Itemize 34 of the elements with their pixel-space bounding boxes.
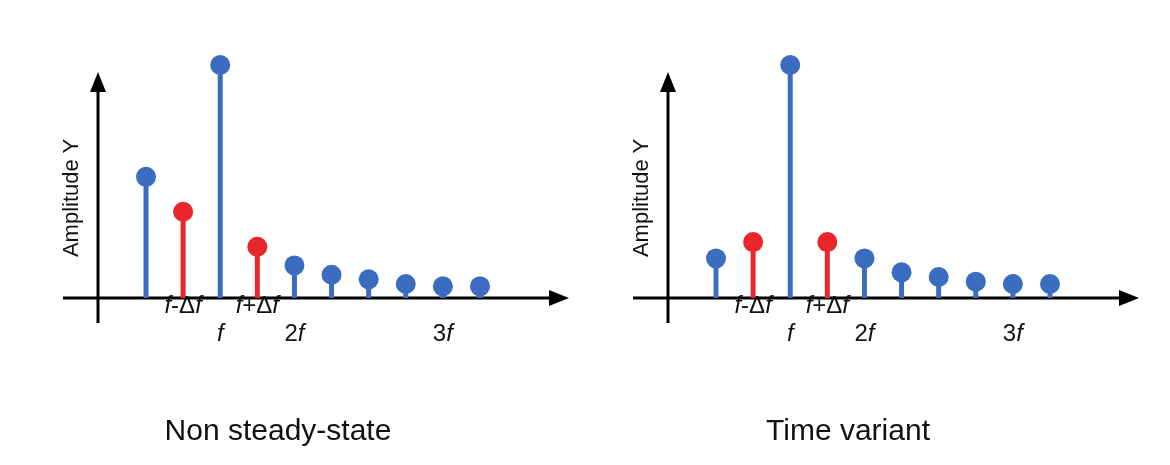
x-tick-label: f+Δf bbox=[805, 291, 852, 318]
point bbox=[470, 276, 490, 297]
x-tick-label: 3f bbox=[1002, 319, 1026, 346]
point bbox=[743, 232, 764, 253]
x-tick-label: f-Δf bbox=[734, 291, 775, 318]
point bbox=[284, 255, 305, 276]
point bbox=[210, 55, 231, 75]
point bbox=[358, 269, 379, 290]
x-tick-label: f+Δf bbox=[235, 291, 282, 318]
x-tick-label: 2f bbox=[284, 319, 307, 346]
text: Non steady-state bbox=[164, 413, 392, 446]
x-tick-label: f-Δf bbox=[164, 291, 205, 318]
point bbox=[706, 248, 726, 269]
text: Time variant bbox=[766, 413, 931, 446]
point bbox=[965, 271, 986, 292]
point bbox=[780, 55, 801, 75]
x-tick-label: 2f bbox=[854, 319, 877, 346]
x-tick-label: f bbox=[786, 319, 796, 346]
point bbox=[928, 267, 949, 288]
x-tick-label: 3f bbox=[432, 319, 456, 346]
point bbox=[136, 166, 156, 187]
y-axis-title: Amplitude Y bbox=[58, 138, 83, 258]
point bbox=[173, 201, 194, 222]
point bbox=[854, 248, 875, 269]
point bbox=[1040, 274, 1060, 295]
point bbox=[891, 262, 912, 283]
point bbox=[817, 232, 838, 253]
point bbox=[247, 236, 268, 257]
point bbox=[432, 276, 453, 297]
point bbox=[321, 264, 342, 285]
point bbox=[395, 274, 416, 295]
y-axis-title: Amplitude Y bbox=[628, 138, 653, 258]
x-tick-label: f bbox=[216, 319, 226, 346]
point bbox=[1002, 274, 1023, 295]
